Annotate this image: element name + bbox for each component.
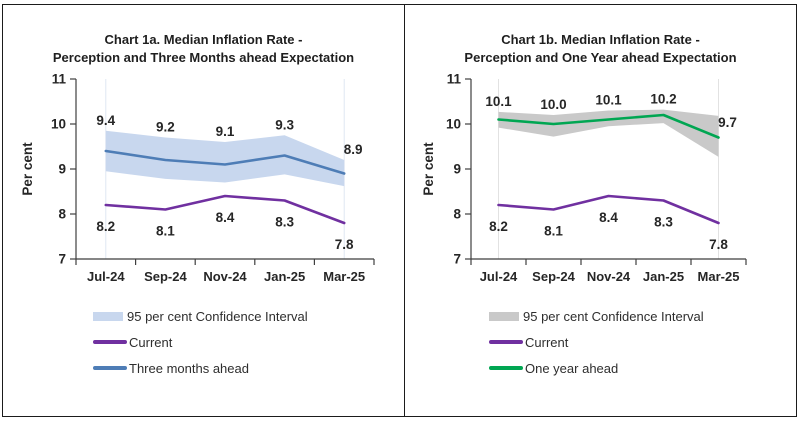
y-tick-label: 8 [58,207,66,222]
y-axis-title: Per cent [421,142,436,196]
figure-frame: Chart 1a. Median Inflation Rate - Percep… [2,4,797,417]
y-axis-title: Per cent [20,142,35,196]
data-label: 7.8 [335,237,354,252]
y-tick-label: 10 [51,117,66,132]
data-label: 8.2 [96,219,115,234]
confidence-interval-band [105,131,345,187]
y-tick-label: 9 [453,162,461,177]
x-category-label: Nov-24 [587,269,631,284]
data-label: 8.4 [599,210,618,225]
x-category-label: Sep-24 [144,269,187,284]
line-swatch [93,340,127,345]
series-line-current [104,195,346,225]
x-category-label: Mar-25 [698,269,740,284]
y-tick-label: 10 [446,117,461,132]
x-category-label: Jul-24 [480,269,518,284]
data-label: 9.3 [275,118,294,133]
panel-chart-1a: Chart 1a. Median Inflation Rate - Percep… [3,5,404,416]
x-category-label: Sep-24 [532,269,575,284]
chart-1b-title-line1: Chart 1b. Median Inflation Rate - [501,32,700,47]
x-category-label: Mar-25 [323,269,365,284]
chart-1a-title-line1: Chart 1a. Median Inflation Rate - [104,32,303,47]
data-label: 10.1 [485,94,512,109]
chart-1b-title: Chart 1b. Median Inflation Rate - Percep… [405,5,796,67]
chart-1b-plot: 7 8 9 10 11 Jul-24 Sep-24 Nov-24 Jan-25 Mar-25 10.… [421,73,747,284]
data-label: 7.8 [709,237,728,252]
y-tick-label: 7 [58,252,66,267]
chart-1b-title-line2: Perception and One Year ahead Expectatio… [464,50,737,66]
data-label: 10.2 [650,92,676,107]
series-line-one-year-ahead [497,114,720,140]
legend-label: Three months ahead [129,360,249,376]
series-line-three-months-ahead [104,150,346,176]
legend-item-95-per-cent-confidence-interval: 95 per cent Confidence Interval [489,303,796,329]
series-line-current [497,195,720,225]
confidence-band-swatch [489,311,519,321]
data-label: 10.1 [595,93,622,108]
data-label: 8.2 [489,219,508,234]
line-swatch [489,366,523,371]
legend-label: One year ahead [525,360,619,376]
data-label: 9.2 [156,120,175,135]
chart-1a-title: Chart 1a. Median Inflation Rate - Percep… [3,5,404,67]
confidence-interval-band [498,109,719,158]
data-label: 9.7 [718,115,737,130]
data-label: 8.3 [275,215,294,230]
x-category-label: Jan-25 [643,269,684,284]
y-tick-label: 11 [52,73,67,87]
x-category-label: Nov-24 [203,269,247,284]
y-tick-label: 9 [58,162,66,177]
y-tick-label: 11 [447,73,462,87]
legend-item-one-year-ahead: One year ahead [489,355,796,381]
panel-chart-1b: Chart 1b. Median Inflation Rate - Percep… [404,5,796,416]
line-swatch [93,366,127,371]
data-label: 8.1 [156,224,175,239]
x-category-label: Jul-24 [87,269,125,284]
legend-label: 95 per cent Confidence Interval [523,308,704,324]
x-category-label: Jan-25 [264,269,305,284]
confidence-band-swatch [93,311,123,321]
data-label: 8.3 [654,215,673,230]
data-label: 9.1 [216,124,235,139]
data-label: 8.1 [544,224,563,239]
data-label: 9.4 [96,113,115,128]
data-label: 8.9 [344,142,363,157]
legend-item-current: Current [93,329,404,355]
data-label: 8.4 [216,210,235,225]
legend-label: 95 per cent Confidence Interval [127,308,308,324]
chart-1b-legend: 95 per cent Confidence Interval Current On… [489,303,796,381]
data-label: 10.0 [540,97,566,112]
chart-1a-legend: 95 per cent Confidence Interval Current Th… [93,303,404,381]
y-tick-label: 7 [453,252,461,267]
legend-label: Current [129,334,173,350]
legend-item-current: Current [489,329,796,355]
legend-item-95-per-cent-confidence-interval: 95 per cent Confidence Interval [93,303,404,329]
chart-1a-plot: 7 8 9 10 11 Jul-24 Sep-24 Nov-24 Jan-25 Mar-25 9.4… [20,73,375,284]
legend-item-three-months-ahead: Three months ahead [93,355,404,381]
y-tick-label: 8 [453,207,461,222]
chart-1a-title-line2: Perception and Three Months ahead Expect… [52,50,355,66]
line-swatch [489,340,523,345]
legend-label: Current [525,334,569,350]
